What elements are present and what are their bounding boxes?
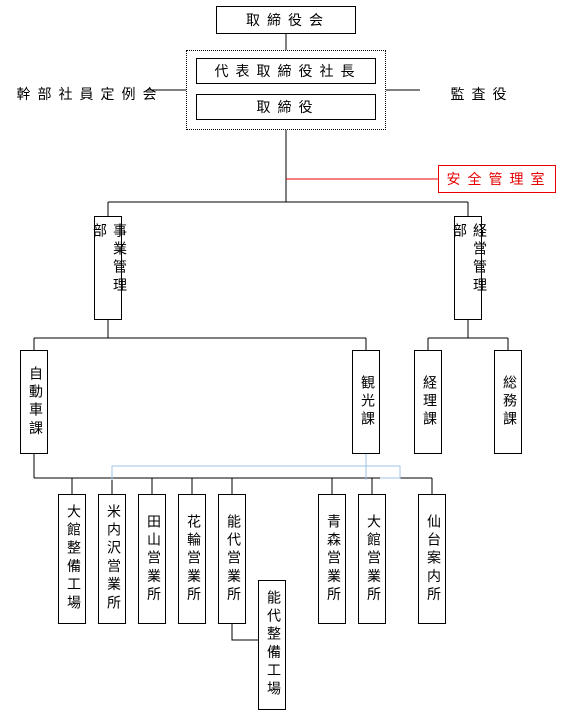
node-director: 取締役 — [196, 94, 376, 120]
node-noshiro: 能代営業所 — [218, 494, 246, 624]
node-accounting: 経理課 — [414, 350, 442, 454]
node-hanawa: 花輪営業所 — [178, 494, 206, 624]
node-noshiro_factory: 能代整備工場 — [258, 580, 286, 710]
node-board: 取締役会 — [216, 6, 356, 34]
node-sendai: 仙台案内所 — [418, 494, 446, 624]
node-odate_office: 大館営業所 — [358, 494, 386, 624]
node-safety: 安全管理室 — [438, 165, 556, 193]
node-exec_meeting: 幹部社員定例会 — [28, 80, 148, 108]
node-yonaizawa: 米内沢営業所 — [98, 494, 126, 624]
node-auditor: 監査役 — [420, 80, 540, 108]
node-odate_factory: 大館整備工場 — [58, 494, 86, 624]
node-aomori: 青森営業所 — [318, 494, 346, 624]
node-general: 総務課 — [494, 350, 522, 454]
node-auto: 自動車課 — [20, 350, 48, 454]
node-tourism: 観光課 — [352, 350, 380, 454]
node-president: 代表取締役社長 — [196, 58, 376, 84]
node-corp_mgmt: 経営管理部 — [454, 216, 482, 320]
node-biz_mgmt: 事業管理部 — [94, 216, 122, 320]
node-tayama: 田山営業所 — [138, 494, 166, 624]
